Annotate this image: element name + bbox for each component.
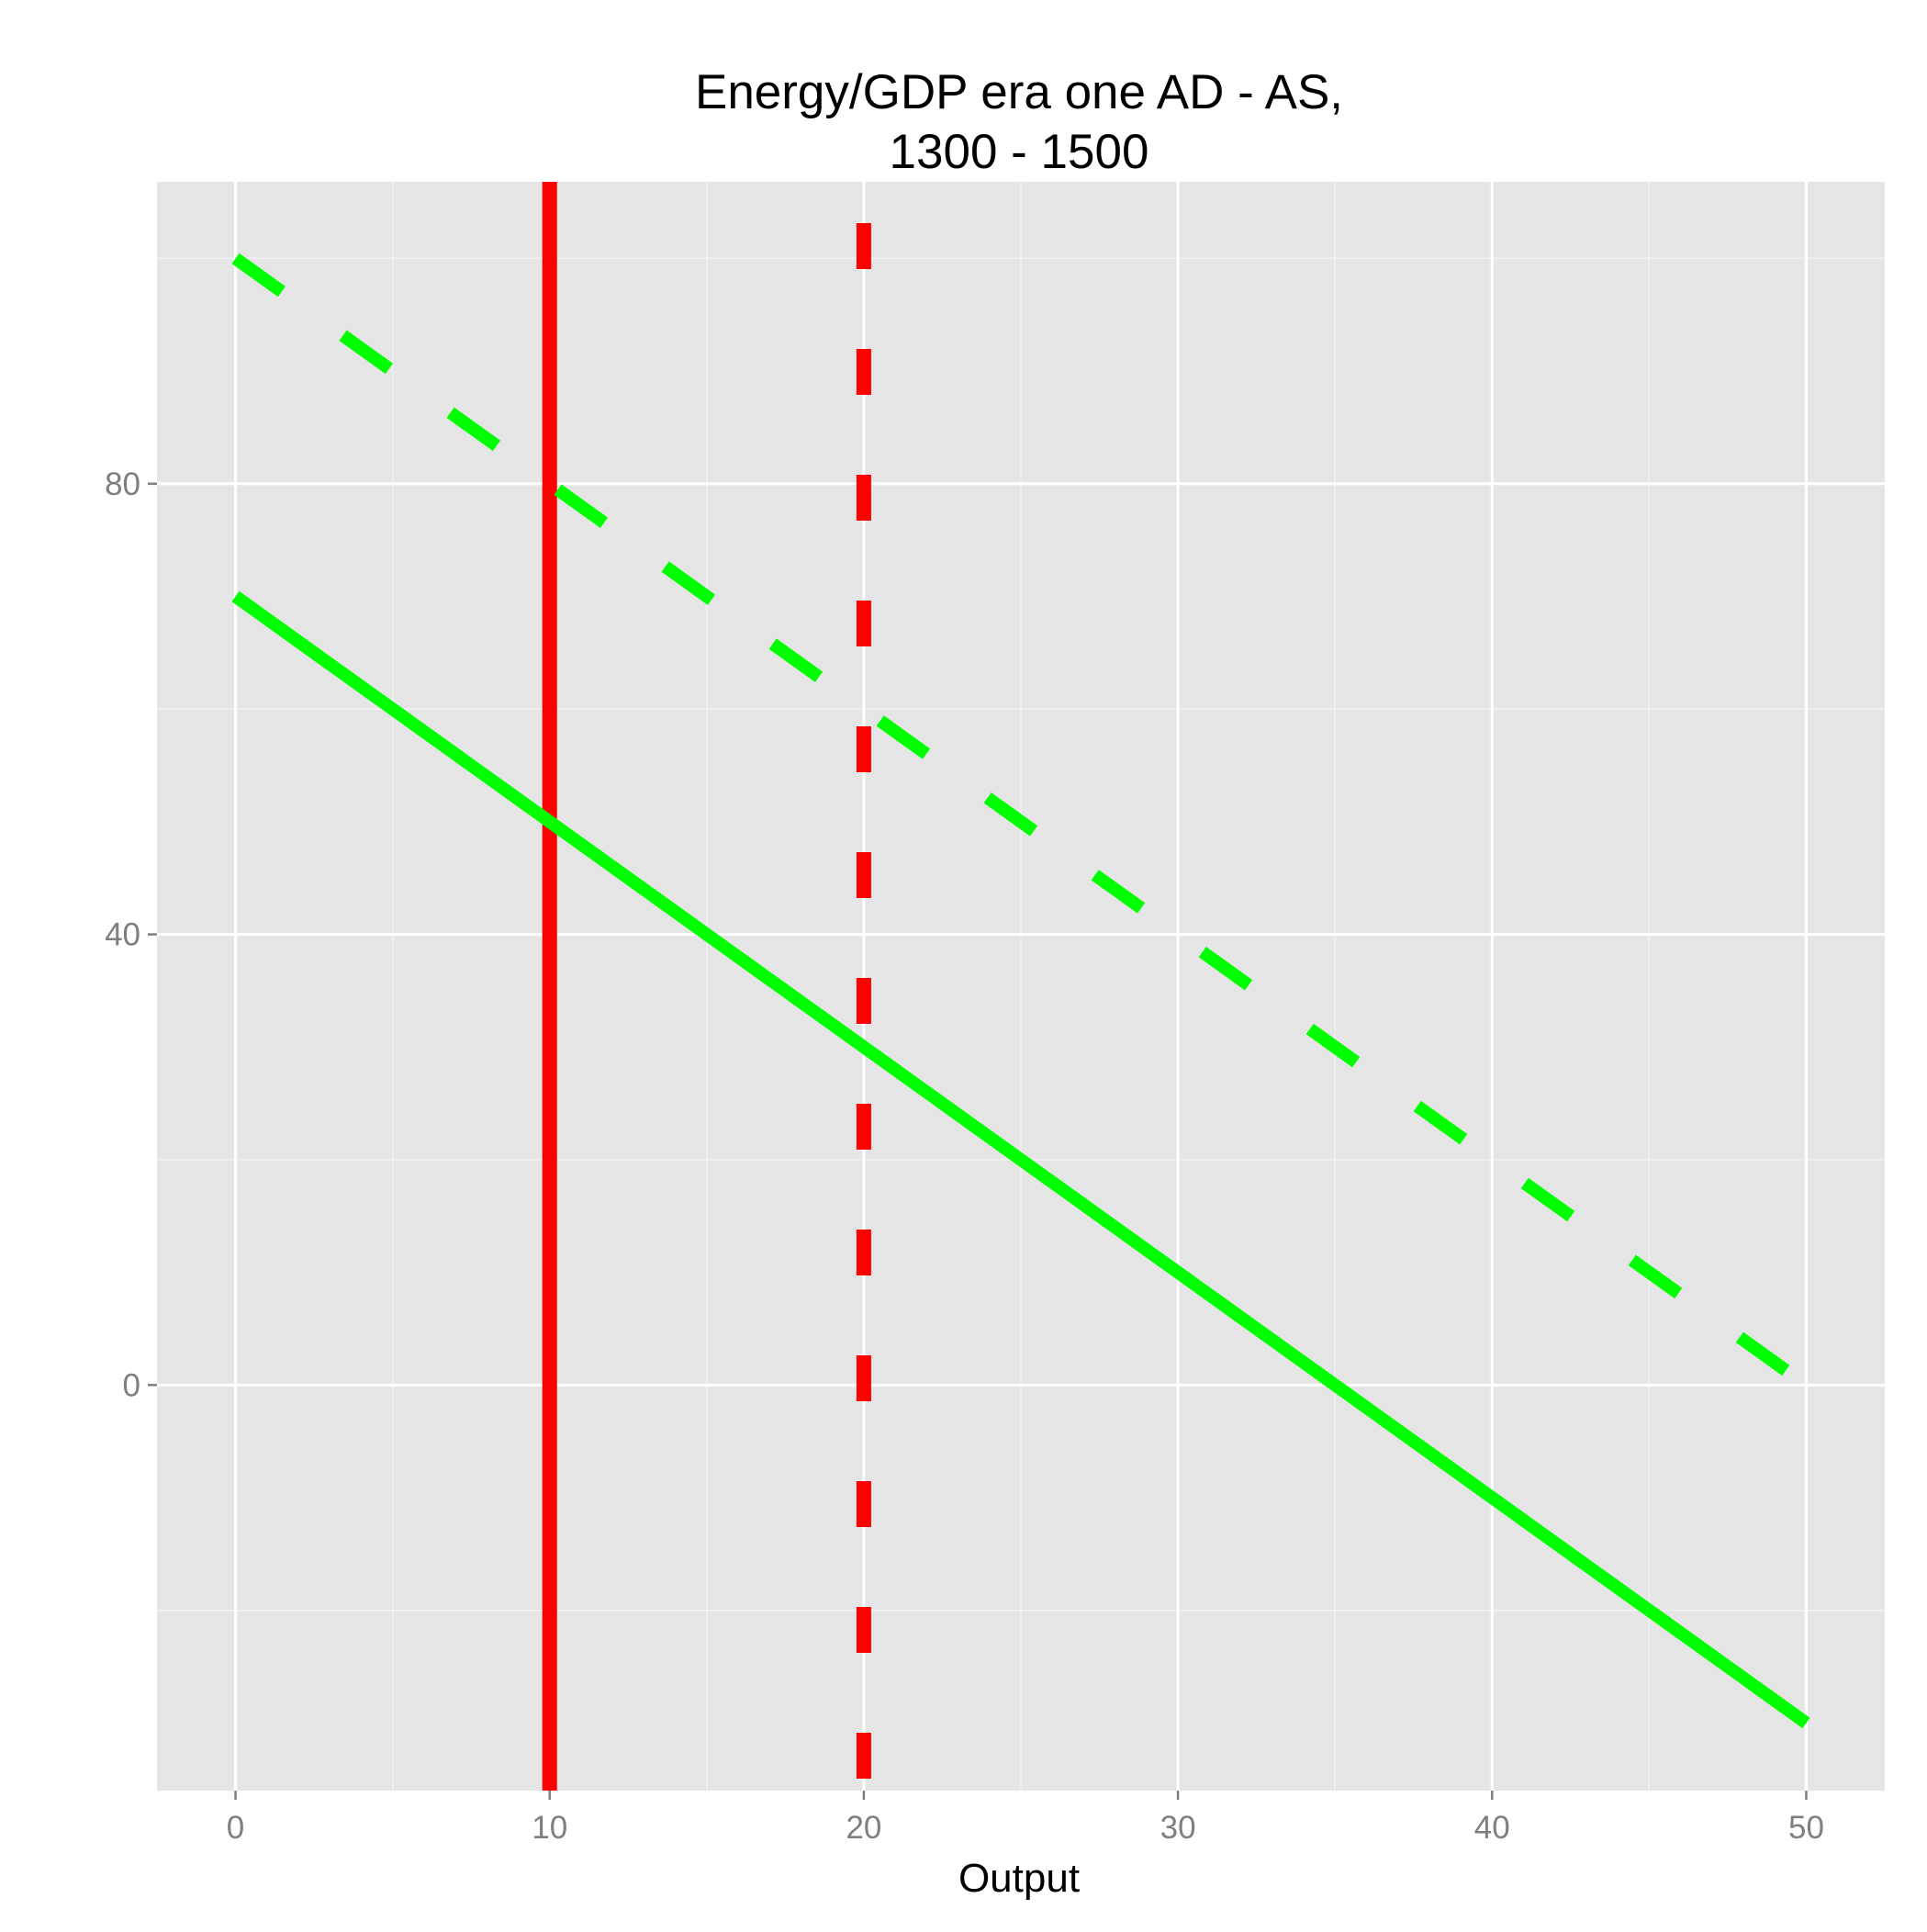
x-tick-label: 40 [1474, 1810, 1510, 1846]
x-tick-label: 20 [846, 1810, 881, 1846]
y-tick-label: 0 [123, 1367, 140, 1403]
y-axis: 0 40 80 [105, 466, 157, 1403]
series-layer [231, 182, 1810, 1791]
chart-title-line1: Energy/GDP era one AD - AS, [695, 65, 1343, 119]
x-tick-label: 0 [227, 1810, 244, 1846]
y-tick-label: 80 [105, 466, 140, 502]
chart-title-line2: 1300 - 1500 [890, 125, 1149, 179]
series-line-dashed [231, 253, 1810, 1391]
x-axis-title: Output [958, 1856, 1080, 1901]
x-tick-label: 50 [1788, 1810, 1824, 1846]
minor-gridlines [157, 182, 1885, 1791]
x-tick-label: 10 [532, 1810, 567, 1846]
x-axis: 0 10 20 30 40 50 [227, 1791, 1824, 1846]
y-tick-label: 40 [105, 917, 140, 953]
series-line-solid [231, 590, 1810, 1729]
x-tick-label: 30 [1160, 1810, 1196, 1846]
